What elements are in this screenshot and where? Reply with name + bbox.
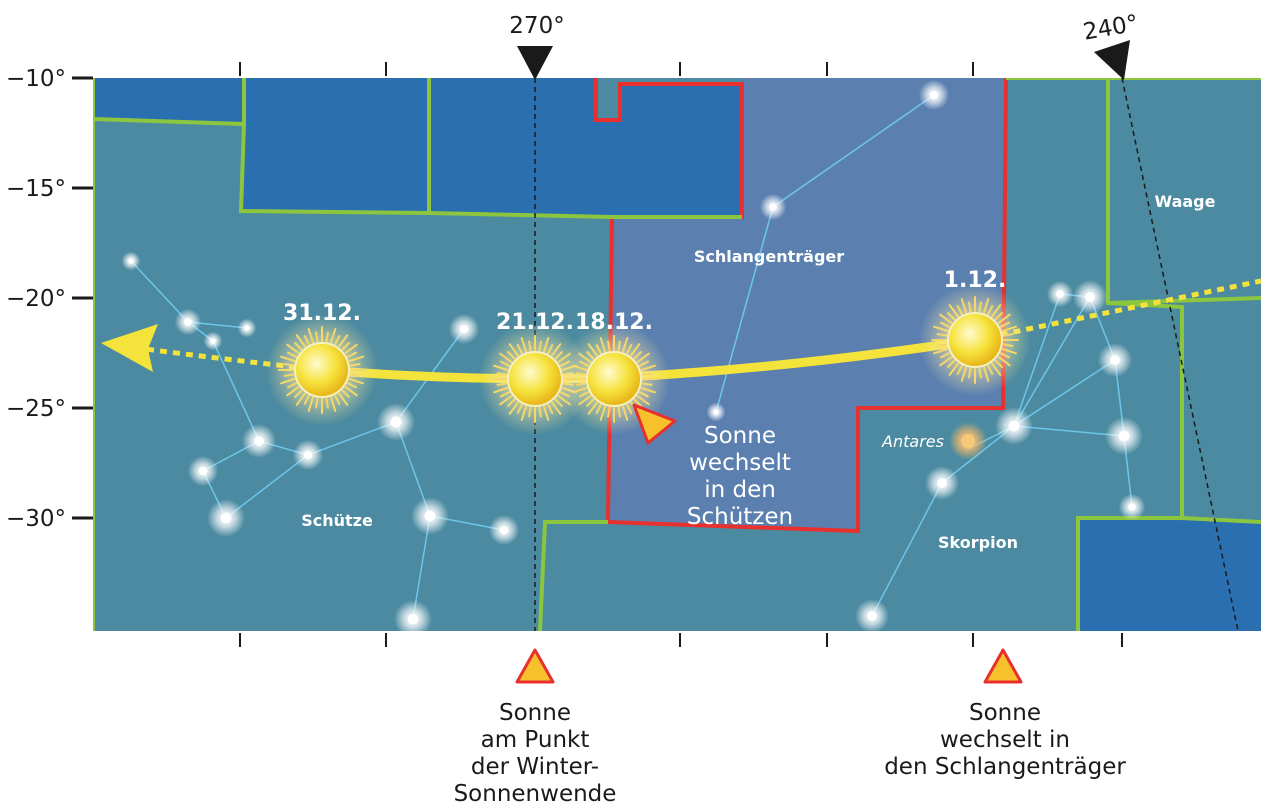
note-solstice: Sonne am Punkt der Winter- Sonnenwende (425, 700, 645, 808)
ra-label-240: 240° (1081, 10, 1140, 45)
meridian-240 (1121, 78, 1239, 631)
ra-label-270: 270° (509, 13, 564, 39)
dec-label-10: −10° (6, 66, 66, 92)
dec-label-25: −25° (6, 396, 66, 422)
region-bottom-right (1078, 518, 1261, 631)
star (210, 338, 216, 344)
star (1056, 290, 1064, 298)
note-line: am Punkt (480, 727, 590, 753)
sun-path-dotted-right (974, 278, 1261, 343)
label-skorpion: Skorpion (938, 533, 1018, 552)
star (128, 258, 134, 264)
star (1128, 503, 1136, 511)
date-label-18-12: 18.12. (575, 310, 653, 335)
solstice-marker (515, 648, 555, 684)
note-enter-ophiuchus: Sonne wechselt in den Schlangenträger (875, 700, 1135, 781)
dec-ticks (72, 76, 93, 520)
note-line: Sonne (969, 700, 1041, 726)
dec-label-15: −15° (6, 176, 66, 202)
sun-path-dotted-left (144, 346, 323, 373)
date-label-21-12: 21.12. (496, 310, 574, 335)
ra-270-marker (517, 46, 553, 80)
sun-rays (570, 335, 658, 423)
sun-rays (278, 326, 366, 414)
star (184, 318, 192, 326)
star (1110, 355, 1120, 365)
sun-path-arrowhead (101, 324, 158, 372)
star (499, 525, 509, 535)
star (303, 450, 313, 460)
star (713, 409, 719, 415)
note-line: Sonne (499, 700, 571, 726)
note-line: in den Schützen (686, 477, 794, 530)
star (459, 324, 469, 334)
label-schuetze: Schütze (301, 511, 373, 530)
sun-disc (294, 342, 350, 398)
date-label-1-12: 1.12. (944, 268, 1007, 293)
sun-disc (947, 312, 1003, 368)
constellation-boundaries (93, 78, 1261, 631)
star (1085, 292, 1095, 302)
star (254, 436, 264, 446)
date-label-31-12: 31.12. (283, 301, 361, 326)
star (220, 512, 232, 524)
note-line: wechselt (689, 450, 791, 476)
note-line: wechselt in (939, 727, 1070, 753)
ra-ticks (239, 62, 1123, 647)
sun-positions (266, 284, 1031, 435)
label-waage: Waage (1155, 192, 1216, 211)
star (244, 325, 250, 331)
dec-label-30: −30° (6, 506, 66, 532)
region-ophiuchus (608, 78, 1006, 531)
ra-240-marker (1094, 40, 1130, 80)
note-line: den Schlangenträger (884, 754, 1126, 780)
note-line: Sonnenwende (453, 781, 617, 807)
note-enter-sagittarius: Sonne wechselt in den Schützen (650, 423, 830, 531)
region-top-aquila (241, 78, 742, 217)
region-top-left (93, 78, 244, 124)
star (937, 478, 947, 488)
dec-label-20: −20° (6, 286, 66, 312)
sun-disc (586, 351, 642, 407)
star (390, 416, 402, 428)
antares-core (961, 434, 975, 448)
label-antares: Antares (881, 432, 944, 451)
star (769, 203, 777, 211)
star (1008, 420, 1020, 432)
star (1118, 430, 1130, 442)
note-line: Sonne (704, 423, 776, 449)
star (407, 613, 419, 625)
star-field (121, 79, 1146, 638)
enter-sagittarius-marker (632, 403, 677, 445)
star (198, 466, 208, 476)
note-line: der Winter- (470, 754, 600, 780)
sun-disc (507, 351, 563, 407)
star (867, 611, 877, 621)
enter-ophiuchus-marker (983, 648, 1023, 684)
label-schlangentraeger: Schlangenträger (694, 247, 844, 266)
star (929, 90, 939, 100)
star (424, 510, 436, 522)
sun-rays (931, 296, 1019, 384)
